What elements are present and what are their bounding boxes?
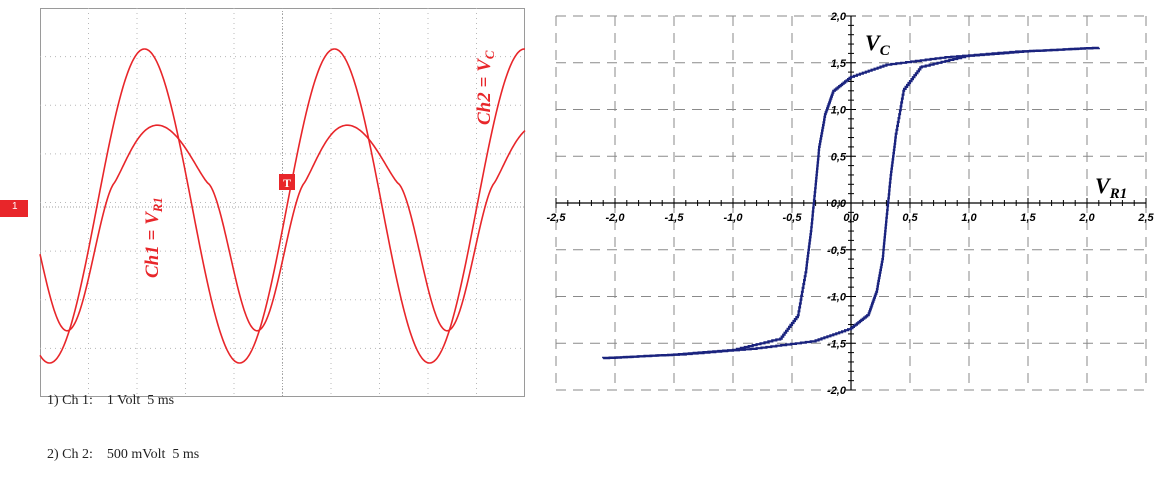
hysteresis-panel: -2,5 -2,0 -1,5 -1,0 -0,5 0,0 0,5 1,0 1,5 2,0 2,5 2,… <box>536 0 1161 401</box>
x-tick-label: 1,0 <box>961 212 977 224</box>
trigger-marker: T <box>279 174 295 190</box>
y-tick-label: 1,5 <box>831 58 847 70</box>
oscilloscope-panel: T Ch1 = VR1 Ch2 = VC 1 1) Ch 1: 1 Volt 5… <box>0 0 536 462</box>
channel-1-marker: 1 <box>0 200 28 217</box>
y-tick-label: 0,5 <box>831 151 847 163</box>
ch2-label: Ch2 = VC <box>474 50 497 125</box>
x-tick-label: 0,0 <box>843 212 859 224</box>
x-tick-label: -0,5 <box>783 212 803 224</box>
y-tick-label: -1,0 <box>827 292 847 304</box>
hysteresis-upper-branch <box>603 47 1100 360</box>
hysteresis-tick-labels: -2,5 -2,0 -1,5 -1,0 -0,5 0,0 0,5 1,0 1,5 2,0 2,5 2,… <box>547 11 1155 397</box>
oscilloscope-grid <box>40 8 525 397</box>
x-axis-label: VR1 <box>1095 173 1127 202</box>
hysteresis-plot: -2,5 -2,0 -1,5 -1,0 -0,5 0,0 0,5 1,0 1,5 2,0 2,5 2,… <box>547 11 1155 397</box>
x-tick-label: -1,0 <box>724 212 744 224</box>
scope-legend: 1) Ch 1: 1 Volt 5 ms 2) Ch 2: 500 mVolt … <box>47 356 199 500</box>
x-tick-label: 2,5 <box>1137 212 1154 224</box>
hysteresis-lower-branch <box>602 46 1099 359</box>
svg-text:T: T <box>283 176 291 190</box>
y-tick-label: 1,0 <box>831 105 847 117</box>
x-tick-label: -2,0 <box>606 212 626 224</box>
oscilloscope-plot: T Ch1 = VR1 Ch2 = VC <box>39 8 526 397</box>
x-tick-label: -1,5 <box>665 212 685 224</box>
legend-ch2: 2) Ch 2: 500 mVolt 5 ms <box>47 447 200 462</box>
y-axis-label: VC <box>865 30 891 59</box>
y-tick-label: 2,0 <box>830 11 847 23</box>
ch1-trace <box>39 124 526 332</box>
legend-ch1: 1) Ch 1: 1 Volt 5 ms <box>47 393 175 408</box>
ch2-trace <box>39 48 525 364</box>
y-tick-label: 0,0 <box>831 198 847 210</box>
x-tick-label: 2,0 <box>1078 212 1095 224</box>
x-tick-label: 1,5 <box>1020 212 1036 224</box>
hysteresis-axes <box>555 15 1147 391</box>
y-tick-label: -0,5 <box>827 245 847 257</box>
y-tick-label: -2,0 <box>827 385 847 397</box>
x-tick-label: -2,5 <box>547 212 567 224</box>
ch1-label: Ch1 = VR1 <box>142 197 165 278</box>
x-tick-label: 0,5 <box>902 212 918 224</box>
y-tick-label: -1,5 <box>827 338 847 350</box>
